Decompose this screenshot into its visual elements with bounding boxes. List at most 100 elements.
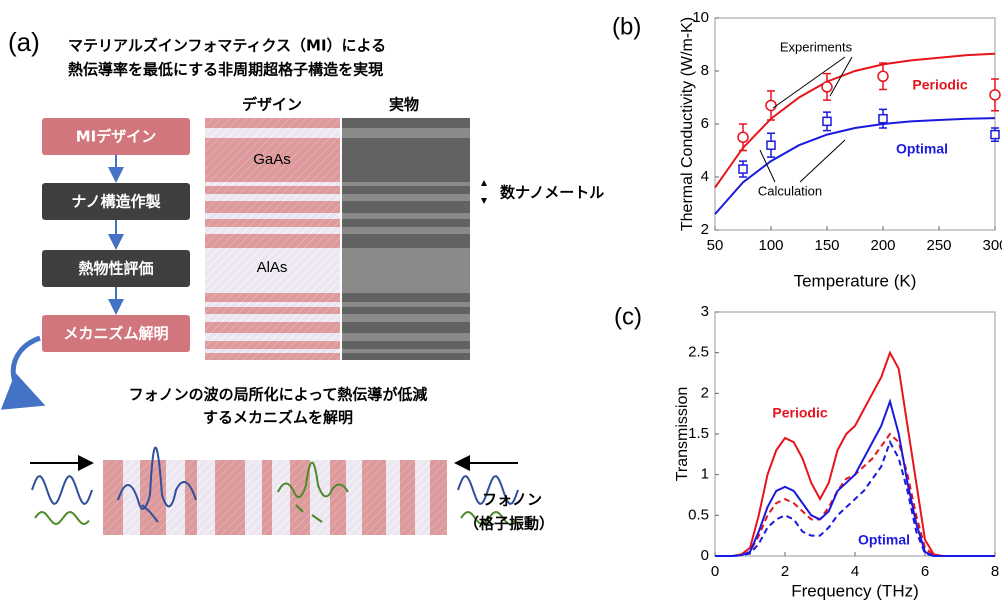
annotation-line [760,150,775,182]
x-tick-label: 2 [781,563,789,580]
y-tick-label: 6 [701,115,709,132]
x-tick-label: 0 [711,563,719,580]
column-header: 実物 [389,96,419,114]
marker [739,165,747,173]
marker [990,90,1000,100]
x-tick-label: 300 [982,237,1002,254]
y-tick-label: 1.5 [688,425,709,442]
annotation: Periodic [912,77,967,93]
y-tick-label: 0.5 [688,506,709,523]
annotation: Optimal [896,141,948,157]
design-layer [205,353,340,360]
x-tick-label: 150 [814,237,839,254]
x-tick-label: 8 [991,563,999,580]
marker [822,82,832,92]
design-layer [205,201,340,213]
y-axis-title: Transmission [674,387,691,482]
lattice-layer [215,460,245,535]
panel-b: (b)50100150200250300246810Temperature (K… [612,9,1002,291]
y-tick-label: 2 [701,384,709,401]
flow-label: ナノ構造作製 [71,193,160,211]
x-axis-title: Temperature (K) [794,271,917,290]
annotation: Periodic [772,405,827,421]
y-tick-label: 1 [701,466,709,483]
design-layer [205,118,340,128]
lattice-layer [362,460,386,535]
x-tick-label: 250 [926,237,951,254]
annotation: Optimal [858,532,910,548]
panel-a: (a) マテリアルズインフォマティクス（MI）による熱伝導率を最低にする非周期超格… [8,27,604,535]
annotation-line [830,57,852,96]
title-line: 熱伝導率を最低にする非周期超格子構造を実現 [68,61,383,79]
real-layer [342,353,470,360]
y-tick-label: 2 [701,221,709,238]
real-layer [342,201,470,213]
real-layer [342,341,470,349]
real-layer [342,118,470,128]
x-axis-title: Frequency (THz) [791,581,919,600]
panel-label: (b) [612,13,641,40]
panel-c: (c) 0 2 4 6 8 0 0.5 1 1.5 2 2.5 3 Frequency (THz) Tran… [614,303,999,601]
wave [32,476,92,504]
page: { "panel_a": { "label": "(a)", "title": … [0,0,1002,606]
x-tick-label: 200 [870,237,895,254]
y-tick-label: 3 [701,303,709,320]
real-layer [342,138,470,182]
y-tick-label: 0 [701,547,709,564]
lattice-layer [400,460,415,535]
phonon-label: フォノン [482,491,542,509]
wave [35,512,89,524]
annotation: Calculation [758,183,822,198]
design-layer [205,219,340,227]
real-layer [342,186,470,194]
curve-arrow [13,338,40,402]
marker [823,117,831,125]
series-line [715,353,995,556]
flow-label: 熱物性評価 [78,260,153,278]
mechanism-line: するメカニズムを解明 [203,409,353,427]
layer-label: AlAs [257,259,288,276]
mechanism-line: フォノンの波の局所化によって熱伝導が低減 [129,386,428,404]
phonon-label: （格子振動） [464,515,554,533]
marker [767,141,775,149]
x-tick-label: 6 [921,563,929,580]
marker [878,71,888,81]
design-layer [205,234,340,248]
column-header: デザイン [242,96,302,114]
design-layer [205,186,340,194]
series-line [715,54,995,188]
marker [766,100,776,110]
annotation: Experiments [780,39,853,54]
y-tick-label: 8 [701,62,709,79]
marker [738,132,748,142]
panel-label: (c) [614,303,642,330]
annotation-line [773,57,845,108]
real-layer [342,234,470,248]
lattice-layer [262,460,272,535]
real-layer [342,219,470,227]
marker [991,131,999,139]
design-layer [205,307,340,314]
y-tick-label: 4 [701,168,709,185]
y-axis-title: Thermal Conductivity (W/m-K) [679,17,696,231]
design-layer [205,322,340,333]
real-layer [342,322,470,333]
x-tick-label: 4 [851,563,859,580]
flow-label: MIデザイン [76,128,157,146]
title-line: マテリアルズインフォマティクス（MI）による [68,37,386,55]
lattice-layer [430,460,447,535]
lattice-layer [103,460,123,535]
layer-label: GaAs [253,151,291,168]
x-tick-label: 50 [707,237,724,254]
y-tick-label: 2.5 [688,344,709,361]
real-layer [342,307,470,314]
figure: (a) マテリアルズインフォマティクス（MI）による熱伝導率を最低にする非周期超格… [0,0,1002,606]
x-tick-label: 100 [758,237,783,254]
annotation-line [800,140,845,182]
flow-label: メカニズム解明 [63,325,168,343]
marker [879,115,887,123]
design-layer [205,341,340,349]
panel-label: (a) [8,27,40,57]
lattice-layer [330,460,346,535]
scale-label: 数ナノメートル [500,184,604,202]
